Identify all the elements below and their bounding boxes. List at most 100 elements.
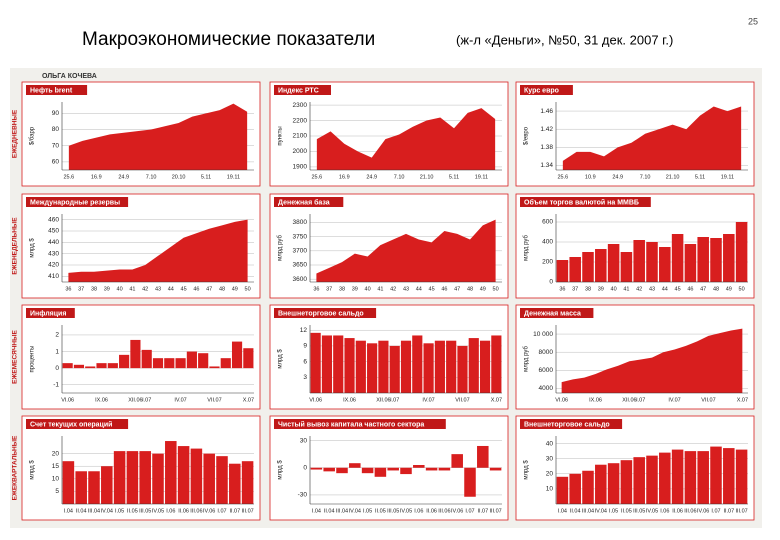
x-tick-label: III.04	[88, 508, 100, 514]
bar	[164, 358, 175, 369]
bar	[321, 335, 333, 393]
x-tick-label: I.07	[465, 508, 474, 514]
x-tick-label: 49	[232, 286, 238, 292]
bar	[119, 354, 130, 369]
chart-title-tab	[274, 197, 344, 207]
x-tick-label: 5.11	[449, 174, 459, 180]
y-tick-label: 20	[52, 450, 60, 457]
bar	[684, 244, 697, 282]
x-tick-label: X.07	[243, 397, 254, 403]
y-tick-label: 600	[542, 219, 553, 226]
bar	[556, 476, 569, 504]
bar	[434, 340, 445, 393]
y-tick-label: 2200	[293, 117, 308, 124]
bar	[101, 466, 113, 504]
x-tick-label: 45	[181, 286, 187, 292]
x-tick-label: 21.10	[666, 174, 680, 180]
y-axis-label: млрд $	[524, 460, 530, 480]
x-tick-label: 47	[454, 286, 460, 292]
bar	[697, 451, 709, 504]
row-label: ЕЖЕМЕСЯЧНЫЕ	[12, 330, 19, 384]
y-tick-label: 1900	[293, 164, 308, 171]
x-tick-label: XII.06	[622, 397, 636, 403]
chart-title: Внешнеторговое сальдо	[524, 421, 610, 428]
x-tick-label: 38	[585, 286, 591, 292]
x-tick-label: 42	[390, 286, 396, 292]
bar	[378, 340, 389, 393]
y-tick-label: 0	[303, 464, 307, 471]
y-tick-label: 6	[303, 358, 307, 365]
x-tick-label: 10.9	[585, 174, 596, 180]
y-tick-label: 2000	[293, 148, 308, 155]
x-tick-label: 24.9	[612, 174, 623, 180]
y-axis-label: млрд руб	[524, 346, 530, 372]
x-tick-label: I.05	[609, 508, 618, 514]
x-tick-label: 25.6	[63, 174, 74, 180]
chart-title-tab	[274, 308, 377, 318]
y-axis-label: пункты	[278, 126, 284, 145]
x-tick-label: 46	[687, 286, 693, 292]
bar	[141, 349, 152, 369]
chart-title-tab	[26, 197, 129, 207]
y-tick-label: 80	[52, 126, 60, 133]
x-tick-label: 5.11	[201, 174, 211, 180]
chart-title: Объем торгов валютой на ММВБ	[524, 198, 639, 206]
bar	[229, 463, 241, 504]
x-tick-label: IX.06	[95, 397, 108, 403]
y-tick-label: 0	[549, 279, 553, 286]
x-tick-label: I.06	[414, 508, 423, 514]
y-tick-label: 2100	[293, 133, 308, 140]
y-tick-label: 10	[546, 486, 554, 493]
x-tick-label: 36	[65, 286, 71, 292]
x-tick-label: 39	[104, 286, 110, 292]
chart-title-tab	[26, 85, 88, 95]
bar	[489, 467, 502, 471]
x-tick-label: I.06	[166, 508, 175, 514]
x-tick-label: 42	[636, 286, 642, 292]
bar	[139, 451, 151, 504]
x-tick-label: II.05	[375, 508, 386, 514]
bar	[367, 343, 378, 393]
bar	[659, 452, 671, 504]
bar	[88, 471, 100, 504]
x-tick-label: VII.07	[455, 397, 469, 403]
y-tick-label: 30	[300, 437, 308, 444]
row-label: ЕЖЕКВАРТАЛЬНЫЕ	[12, 435, 19, 500]
bar	[130, 339, 141, 369]
bar	[75, 471, 87, 504]
chart-title-tab	[520, 308, 594, 318]
x-tick-label: 44	[168, 286, 174, 292]
area	[562, 106, 742, 170]
bar	[582, 252, 594, 282]
y-tick-label: 1	[55, 348, 59, 355]
x-tick-label: IV.05	[152, 508, 164, 514]
x-tick-label: II.07	[229, 508, 240, 514]
area	[561, 328, 743, 393]
x-tick-label: II.04	[324, 508, 335, 514]
y-tick-label: 1.38	[540, 144, 553, 151]
x-tick-label: 36	[559, 286, 565, 292]
y-tick-label: 70	[52, 142, 60, 149]
y-tick-label: -30	[298, 492, 308, 499]
x-tick-label: II.07	[723, 508, 734, 514]
bar	[186, 351, 197, 369]
y-axis-label: $/барр	[30, 126, 36, 145]
x-tick-label: II.07	[477, 508, 488, 514]
bar	[220, 358, 231, 369]
bar	[198, 353, 209, 369]
bar	[569, 473, 581, 504]
x-tick-label: 7.10	[146, 174, 157, 180]
y-tick-label: 40	[546, 440, 554, 447]
y-tick-label: 3800	[293, 219, 308, 226]
bar	[710, 446, 722, 504]
x-tick-label: 16.9	[91, 174, 102, 180]
x-tick-label: XII.06	[128, 397, 142, 403]
x-tick-label: 41	[623, 286, 629, 292]
bar	[165, 441, 177, 504]
x-tick-label: 37	[326, 286, 332, 292]
bar	[85, 366, 96, 369]
chart-title: Инфляция	[30, 310, 66, 317]
x-tick-label: IV.07	[422, 397, 434, 403]
y-tick-label: 3650	[293, 262, 308, 269]
